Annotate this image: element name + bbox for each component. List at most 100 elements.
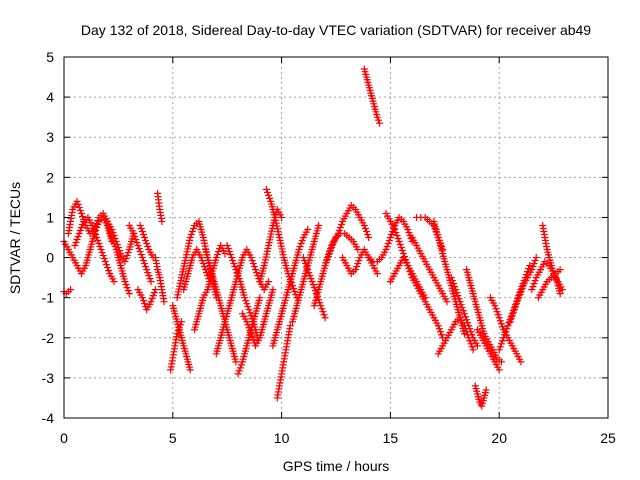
data-point	[244, 303, 252, 311]
y-tick-label: 0	[46, 250, 54, 266]
data-point	[517, 288, 525, 296]
data-point	[247, 254, 255, 262]
data-point	[124, 287, 132, 295]
data-point	[115, 247, 123, 255]
data-point	[123, 284, 131, 292]
data-point	[224, 245, 232, 253]
data-point	[456, 298, 464, 306]
data-point	[492, 305, 500, 313]
data-point	[147, 278, 155, 286]
data-point	[398, 247, 406, 255]
data-point	[383, 243, 391, 251]
data-point	[334, 229, 342, 237]
data-point	[322, 259, 330, 267]
data-point	[143, 266, 151, 274]
x-tick-label: 5	[169, 430, 177, 446]
data-point	[122, 281, 130, 289]
data-point	[151, 286, 159, 294]
data-point	[241, 294, 249, 302]
data-point	[405, 228, 413, 236]
data-point	[142, 263, 150, 271]
data-point	[514, 297, 522, 305]
data-point	[123, 252, 131, 260]
data-point	[530, 280, 538, 288]
y-tick-label: -3	[42, 370, 55, 386]
data-point	[78, 220, 86, 228]
data-point	[141, 260, 149, 268]
data-point	[74, 232, 82, 240]
data-point	[160, 298, 168, 306]
y-tick-label: -1	[42, 290, 55, 306]
data-point	[230, 260, 238, 268]
data-point	[530, 260, 538, 268]
data-point	[329, 241, 337, 249]
data-point	[246, 327, 254, 335]
x-axis-label: GPS time / hours	[283, 458, 390, 474]
data-point	[98, 249, 106, 257]
data-point	[95, 240, 103, 248]
data-point	[134, 242, 142, 250]
data-point	[528, 266, 536, 274]
x-tick-labels: 0 5 10 15 20 25	[60, 430, 616, 446]
data-point	[337, 220, 345, 228]
data-point	[451, 283, 459, 291]
data-point	[263, 188, 271, 196]
data-point	[110, 231, 118, 239]
data-point	[353, 263, 361, 271]
data-point	[105, 267, 113, 275]
data-point	[121, 278, 129, 286]
data-point	[352, 266, 360, 274]
data-point	[188, 227, 196, 235]
data-point	[92, 230, 100, 238]
data-point	[136, 248, 144, 256]
data-point	[245, 306, 253, 314]
data-point	[392, 228, 400, 236]
data-point	[75, 229, 83, 237]
data-point	[133, 239, 141, 247]
data-point	[76, 226, 84, 234]
data-point	[501, 331, 509, 339]
data-point	[113, 241, 121, 249]
data-point	[497, 358, 505, 366]
data-point	[373, 113, 381, 121]
data-point	[495, 314, 503, 322]
data-point	[497, 340, 505, 348]
data-point	[434, 322, 442, 330]
data-point	[150, 289, 158, 297]
data-point	[78, 212, 86, 220]
data-point	[305, 269, 313, 277]
data-point	[112, 238, 120, 246]
data-point	[236, 364, 244, 372]
data-point	[306, 272, 314, 280]
data-point	[507, 315, 515, 323]
data-point	[237, 361, 245, 369]
data-point	[435, 325, 443, 333]
data-point	[296, 243, 304, 251]
data-point	[360, 221, 368, 229]
data-point	[93, 219, 101, 227]
data-point	[468, 343, 476, 351]
data-point	[189, 224, 197, 232]
data-point	[131, 232, 139, 240]
data-point	[518, 285, 526, 293]
data-point	[457, 301, 465, 309]
chart-title: Day 132 of 2018, Sidereal Day-to-day VTE…	[81, 22, 591, 38]
data-point	[508, 312, 516, 320]
data-point	[304, 225, 312, 233]
data-point	[248, 333, 256, 341]
data-point	[93, 234, 101, 241]
data-point	[494, 311, 502, 319]
y-tick-label: 5	[46, 49, 54, 65]
data-point	[234, 272, 242, 280]
data-point	[556, 266, 564, 274]
data-point	[145, 272, 153, 280]
data-point	[213, 251, 221, 259]
data-point	[495, 366, 503, 374]
data-point	[278, 213, 286, 221]
data-point	[376, 119, 384, 127]
data-point	[144, 243, 152, 251]
y-tick-label: 4	[46, 89, 54, 105]
data-point	[138, 227, 146, 235]
data-point	[299, 254, 307, 262]
data-point	[319, 308, 327, 316]
